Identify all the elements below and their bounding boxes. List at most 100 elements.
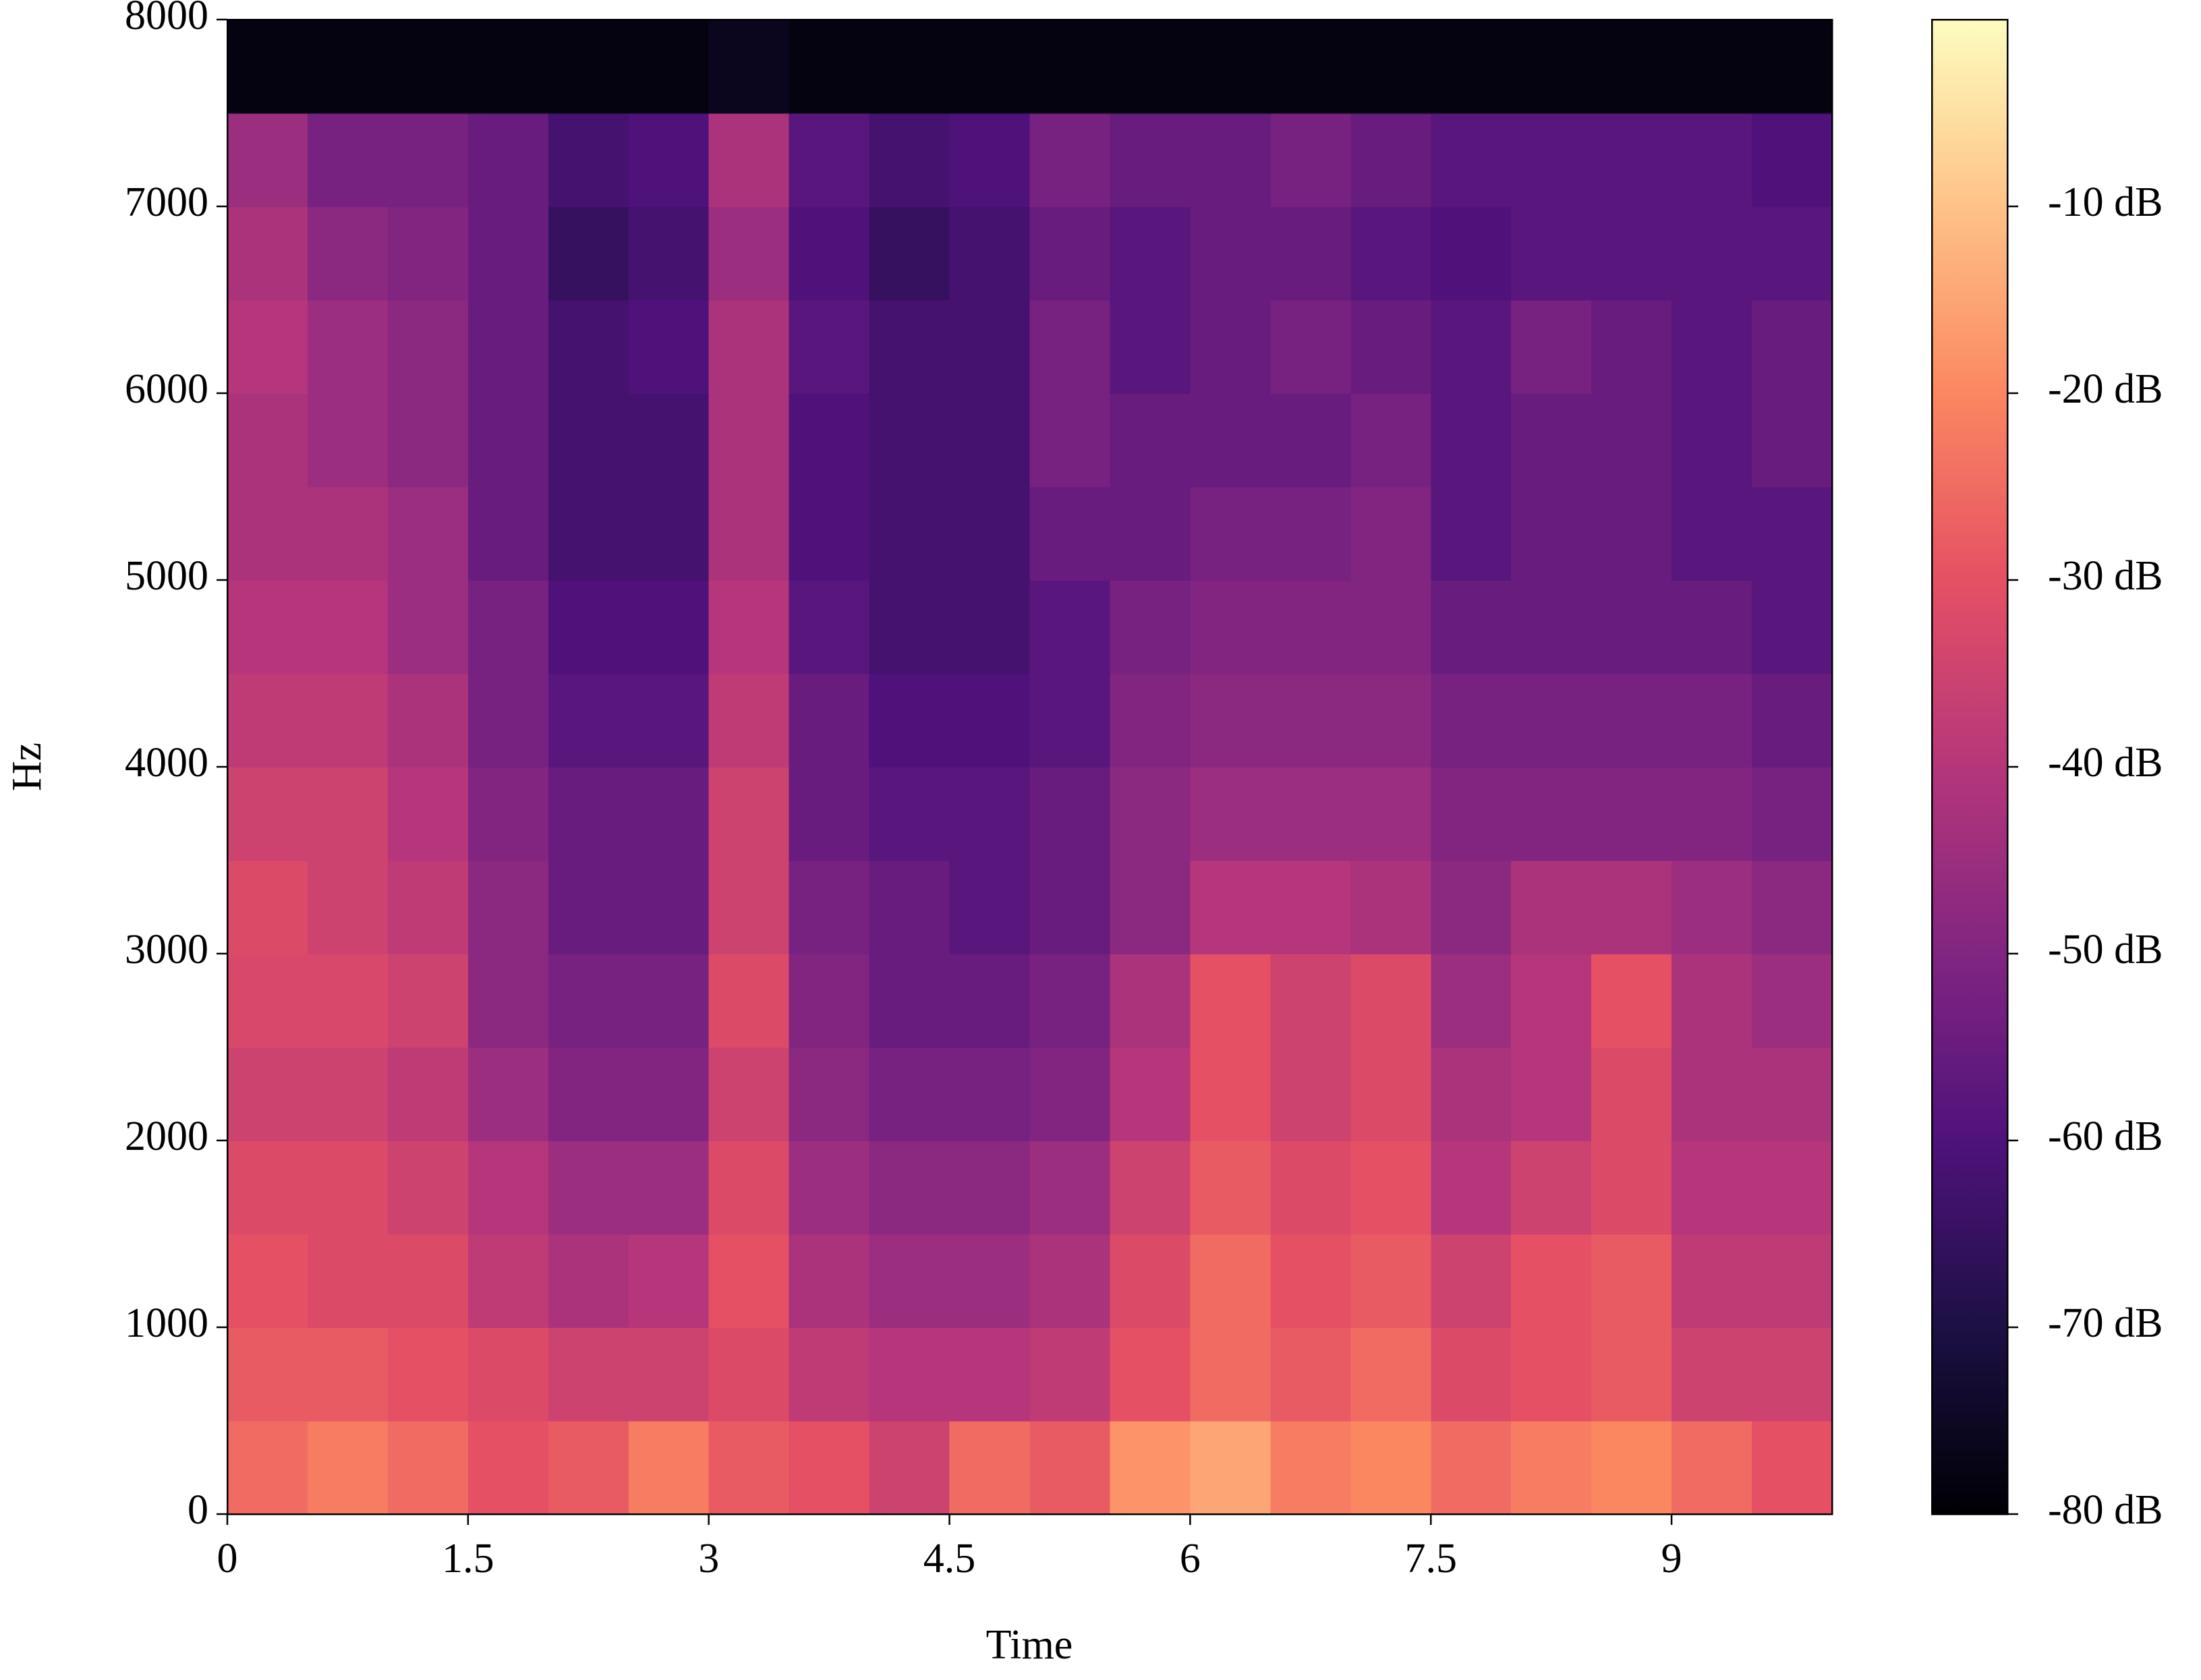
cell: [1190, 1327, 1271, 1422]
y-tick-label: 1000: [125, 1300, 208, 1346]
cell: [227, 1140, 308, 1235]
cell: [467, 1234, 549, 1328]
cell: [869, 486, 950, 581]
cell: [548, 767, 629, 861]
cell: [467, 673, 549, 767]
cell: [708, 206, 790, 301]
cell: [1752, 954, 1833, 1048]
cell: [949, 673, 1031, 767]
cell: [548, 299, 629, 394]
cell: [548, 113, 629, 207]
cell: [467, 580, 549, 674]
cell: [387, 1327, 469, 1422]
cell: [1511, 393, 1592, 488]
cell: [708, 393, 790, 488]
cell: [387, 1420, 469, 1515]
cell: [1511, 954, 1592, 1048]
cell: [1190, 860, 1271, 954]
cell: [949, 860, 1031, 954]
cell: [1270, 113, 1352, 207]
x-tick-label: 0: [217, 1536, 238, 1582]
cell: [548, 673, 629, 767]
cell: [1270, 486, 1352, 581]
cell: [227, 393, 308, 488]
cell: [467, 393, 549, 488]
cell: [1431, 580, 1512, 674]
x-tick-label: 7.5: [1405, 1536, 1458, 1582]
cell: [467, 1047, 549, 1141]
cell: [1752, 20, 1833, 114]
cell: [1431, 954, 1512, 1048]
x-tick-label: 3: [698, 1536, 719, 1582]
cell: [1431, 113, 1512, 207]
cell: [708, 1047, 790, 1141]
cell: [708, 486, 790, 581]
cell: [1190, 299, 1271, 394]
cell: [708, 1140, 790, 1235]
cell: [227, 1234, 308, 1328]
cell: [1190, 1140, 1271, 1235]
cell: [467, 299, 549, 394]
cell: [1270, 580, 1352, 674]
cell: [307, 20, 389, 114]
cell: [1190, 673, 1271, 767]
cell: [789, 1047, 870, 1141]
cell: [949, 580, 1031, 674]
cell: [1350, 860, 1432, 954]
cell: [1591, 954, 1672, 1048]
cell: [1270, 1234, 1352, 1328]
cell: [628, 1327, 710, 1422]
cell: [1511, 860, 1592, 954]
cell: [1110, 299, 1191, 394]
cell: [1511, 206, 1592, 301]
cell: [628, 673, 710, 767]
cell: [869, 767, 950, 861]
cell: [1591, 767, 1672, 861]
cell: [1431, 206, 1512, 301]
cell: [387, 486, 469, 581]
cell: [789, 1140, 870, 1235]
cell: [869, 1140, 950, 1235]
cell: [1591, 1234, 1672, 1328]
cell: [307, 1047, 389, 1141]
cell: [1671, 206, 1752, 301]
cell: [1029, 1140, 1111, 1235]
cell: [1752, 486, 1833, 581]
cell: [869, 1234, 950, 1328]
cell: [1029, 299, 1111, 394]
cell: [708, 860, 790, 954]
cell: [1350, 113, 1432, 207]
cell: [1431, 1140, 1512, 1235]
y-tick-label: 3000: [125, 927, 208, 973]
cell: [1511, 113, 1592, 207]
cell: [1591, 486, 1672, 581]
cell: [1270, 1327, 1352, 1422]
cell: [1431, 673, 1512, 767]
y-tick-label: 2000: [125, 1113, 208, 1159]
cell: [387, 673, 469, 767]
cell: [1350, 1327, 1432, 1422]
cell: [1671, 767, 1752, 861]
cell: [869, 1047, 950, 1141]
cell: [1350, 1420, 1432, 1515]
cell: [1591, 299, 1672, 394]
cell: [1511, 486, 1592, 581]
cell: [1350, 673, 1432, 767]
cell: [1591, 1327, 1672, 1422]
cell: [708, 1327, 790, 1422]
cell: [548, 1047, 629, 1141]
cell: [1029, 1047, 1111, 1141]
cell: [548, 860, 629, 954]
cell: [1671, 486, 1752, 581]
cell: [1190, 954, 1271, 1048]
cell: [1350, 1047, 1432, 1141]
cell: [1671, 1420, 1752, 1515]
cell: [387, 299, 469, 394]
cell: [1431, 767, 1512, 861]
cell: [628, 206, 710, 301]
cell: [628, 1047, 710, 1141]
cell: [1591, 673, 1672, 767]
cell: [1671, 954, 1752, 1048]
cell: [1029, 673, 1111, 767]
